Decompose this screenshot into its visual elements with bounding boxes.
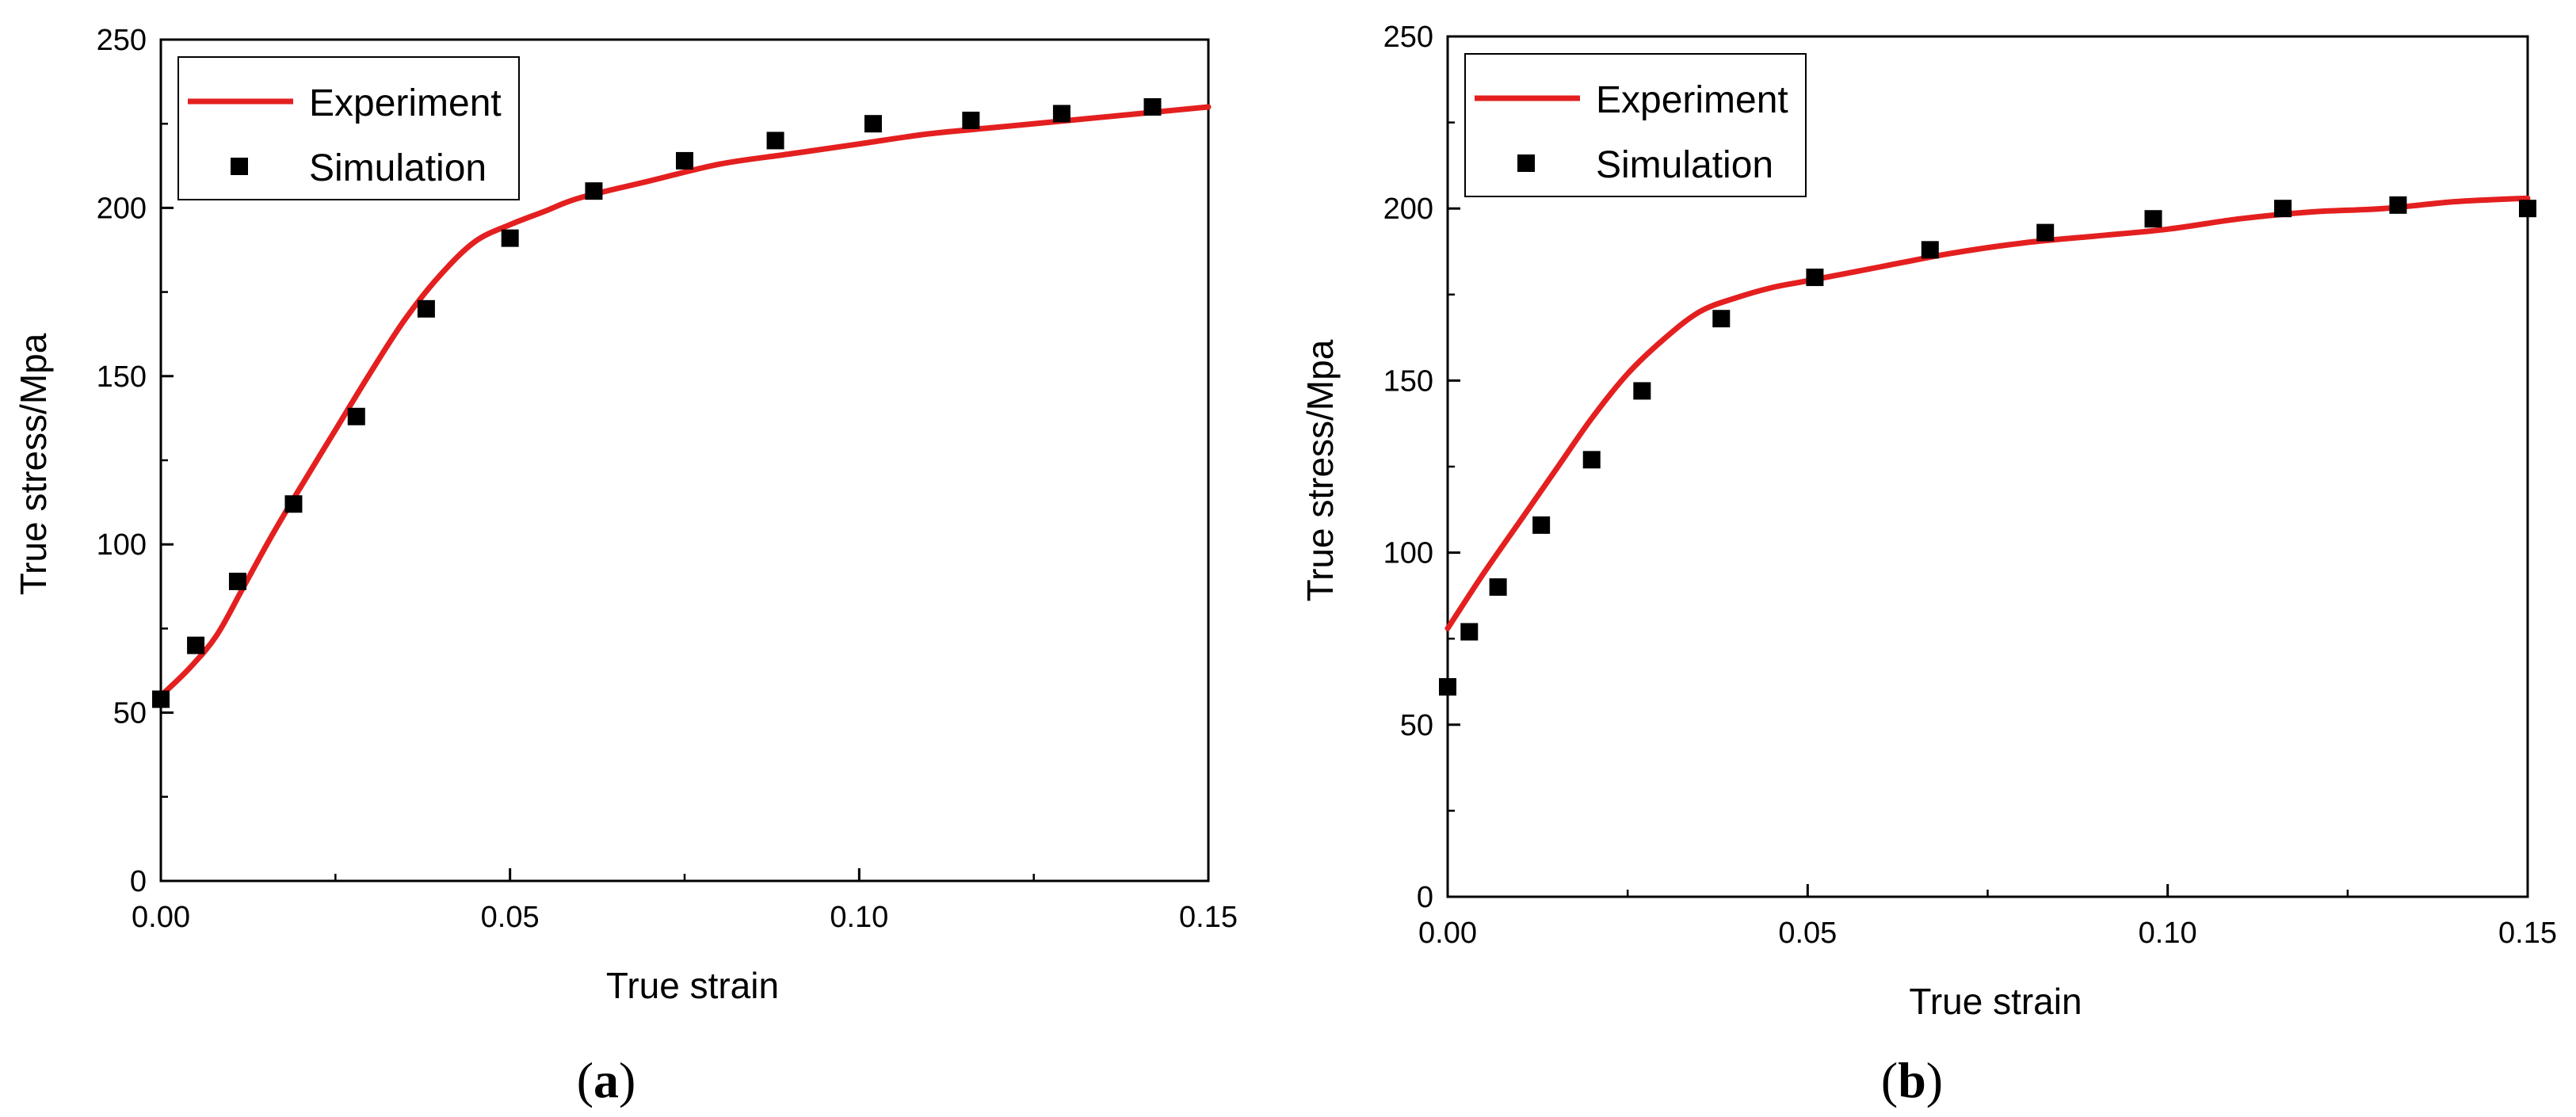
y-tick-label: 150 [1383, 364, 1433, 398]
simulation-point [1921, 241, 1939, 259]
chart-panel-a: 0 50 100 150 200 250 0.00 0.05 0.10 0.15 True stra… [13, 24, 1238, 1108]
panel-caption: (a) [577, 1052, 636, 1108]
simulation-point [1052, 105, 1070, 123]
caption-open: ( [577, 1052, 593, 1108]
legend-box [177, 56, 520, 200]
y-axis-title: True stress/Mpa [13, 333, 54, 595]
x-axis-title: True strain [606, 965, 779, 1006]
simulation-point [1489, 578, 1507, 597]
y-tick-label: 100 [97, 528, 147, 562]
simulation-point [962, 111, 980, 129]
legend-label: Simulation [1596, 144, 1773, 186]
simulation-point [417, 299, 435, 318]
panel-caption: (b) [1881, 1052, 1943, 1108]
legend-label: Experiment [309, 82, 502, 124]
legend: Experiment Simulation [1464, 53, 1807, 197]
legend-label: Experiment [1596, 79, 1788, 121]
simulation-point [1460, 623, 1479, 641]
legend-marker-swatch [1517, 154, 1535, 172]
simulation-points [1439, 196, 2536, 696]
y-tick-label: 0 [130, 865, 147, 898]
y-tick-label: 250 [1383, 21, 1433, 54]
caption-letter: b [1898, 1052, 1926, 1108]
simulation-point [2144, 210, 2162, 228]
simulation-point [187, 636, 205, 654]
simulation-point [1582, 451, 1601, 469]
legend-marker-swatch [231, 158, 248, 175]
experiment-line [1444, 195, 2531, 631]
simulation-point [766, 132, 784, 150]
x-tick-label: 0.15 [1179, 901, 1238, 934]
caption-close: ) [619, 1052, 635, 1108]
simulation-point [2389, 196, 2407, 214]
simulation-point [864, 115, 882, 133]
y-tick-label: 50 [113, 697, 147, 730]
y-tick-label: 200 [1383, 193, 1433, 226]
x-tick-label: 0.10 [830, 901, 888, 934]
x-axis-title: True strain [1909, 981, 2082, 1022]
simulation-point [501, 229, 519, 247]
simulation-point [1532, 516, 1551, 534]
simulation-point [228, 572, 246, 590]
caption-close: ) [1926, 1052, 1943, 1108]
simulation-point [152, 690, 170, 708]
x-tick-label: 0.00 [1418, 917, 1477, 950]
chart-panel-b: 0 50 100 150 200 250 0.00 0.05 0.10 0.15 True stra… [1299, 21, 2557, 1108]
y-tick-label: 200 [97, 192, 147, 225]
y-tick-label: 0 [1417, 881, 1433, 914]
simulation-point [2519, 200, 2536, 218]
x-tick-label: 0.00 [132, 901, 190, 934]
y-tick-label: 100 [1383, 537, 1433, 570]
caption-letter: a [593, 1052, 619, 1108]
caption-open: ( [1881, 1052, 1898, 1108]
simulation-point [1712, 310, 1731, 328]
simulation-point [1439, 678, 1456, 696]
y-tick-label: 250 [97, 24, 147, 57]
x-tick-label: 0.15 [2498, 917, 2557, 950]
simulation-point [284, 495, 303, 513]
y-tick-label: 50 [1400, 709, 1433, 742]
legend-label: Simulation [309, 147, 487, 189]
simulation-point [585, 182, 603, 200]
simulation-point [2274, 200, 2292, 218]
simulation-point [676, 151, 693, 170]
simulation-point [1143, 97, 1162, 116]
x-tick-label: 0.05 [481, 901, 540, 934]
y-tick-label: 150 [97, 360, 147, 394]
legend-box [1464, 53, 1807, 197]
simulation-point [347, 407, 365, 425]
x-tick-label: 0.05 [1778, 917, 1837, 950]
y-axis-title: True stress/Mpa [1299, 339, 1341, 601]
legend: Experiment Simulation [177, 56, 520, 200]
simulation-points [152, 97, 1162, 708]
experiment-line [158, 104, 1212, 699]
simulation-point [1806, 269, 1824, 287]
simulation-point [1633, 382, 1651, 400]
x-tick-label: 0.10 [2139, 917, 2197, 950]
simulation-point [2036, 223, 2055, 242]
